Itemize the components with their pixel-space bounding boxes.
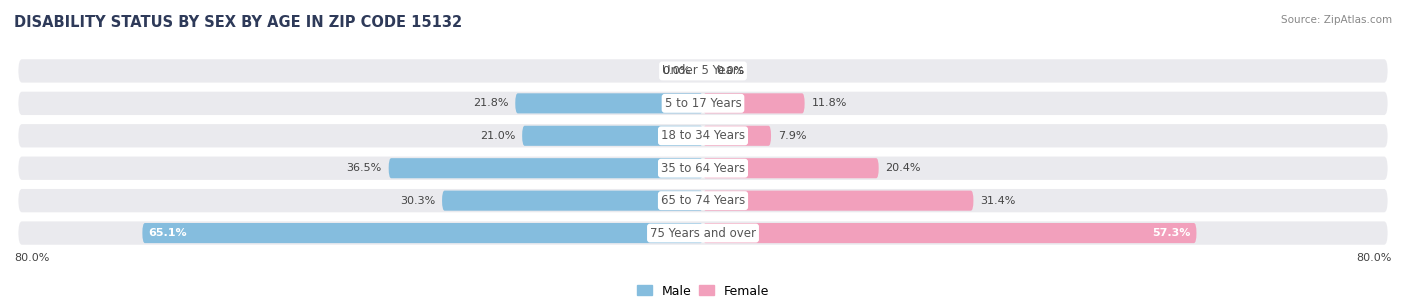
Text: 75 Years and over: 75 Years and over [650, 226, 756, 240]
FancyBboxPatch shape [18, 189, 1388, 212]
FancyBboxPatch shape [18, 157, 1388, 180]
Text: 65.1%: 65.1% [149, 228, 187, 238]
FancyBboxPatch shape [18, 124, 1388, 147]
Text: 20.4%: 20.4% [886, 163, 921, 173]
Legend: Male, Female: Male, Female [637, 285, 769, 298]
FancyBboxPatch shape [703, 93, 804, 113]
FancyBboxPatch shape [703, 158, 879, 178]
FancyBboxPatch shape [388, 158, 703, 178]
Text: Source: ZipAtlas.com: Source: ZipAtlas.com [1281, 15, 1392, 25]
Text: 21.8%: 21.8% [472, 98, 509, 108]
FancyBboxPatch shape [142, 223, 703, 243]
Text: Under 5 Years: Under 5 Years [662, 64, 744, 78]
Text: 65 to 74 Years: 65 to 74 Years [661, 194, 745, 207]
Text: 57.3%: 57.3% [1152, 228, 1191, 238]
FancyBboxPatch shape [18, 59, 1388, 83]
FancyBboxPatch shape [703, 223, 1197, 243]
Text: 0.0%: 0.0% [716, 66, 744, 76]
Text: 7.9%: 7.9% [778, 131, 807, 141]
Text: 18 to 34 Years: 18 to 34 Years [661, 129, 745, 142]
Text: 80.0%: 80.0% [14, 253, 49, 263]
Text: 0.0%: 0.0% [662, 66, 690, 76]
Text: 21.0%: 21.0% [479, 131, 515, 141]
Text: 31.4%: 31.4% [980, 196, 1015, 206]
Text: DISABILITY STATUS BY SEX BY AGE IN ZIP CODE 15132: DISABILITY STATUS BY SEX BY AGE IN ZIP C… [14, 15, 463, 30]
FancyBboxPatch shape [703, 126, 770, 146]
Text: 35 to 64 Years: 35 to 64 Years [661, 162, 745, 175]
Text: 36.5%: 36.5% [346, 163, 382, 173]
Text: 11.8%: 11.8% [811, 98, 846, 108]
FancyBboxPatch shape [18, 221, 1388, 245]
FancyBboxPatch shape [522, 126, 703, 146]
FancyBboxPatch shape [703, 191, 973, 211]
FancyBboxPatch shape [441, 191, 703, 211]
Text: 30.3%: 30.3% [399, 196, 436, 206]
Text: 5 to 17 Years: 5 to 17 Years [665, 97, 741, 110]
FancyBboxPatch shape [515, 93, 703, 113]
FancyBboxPatch shape [18, 92, 1388, 115]
Text: 80.0%: 80.0% [1357, 253, 1392, 263]
